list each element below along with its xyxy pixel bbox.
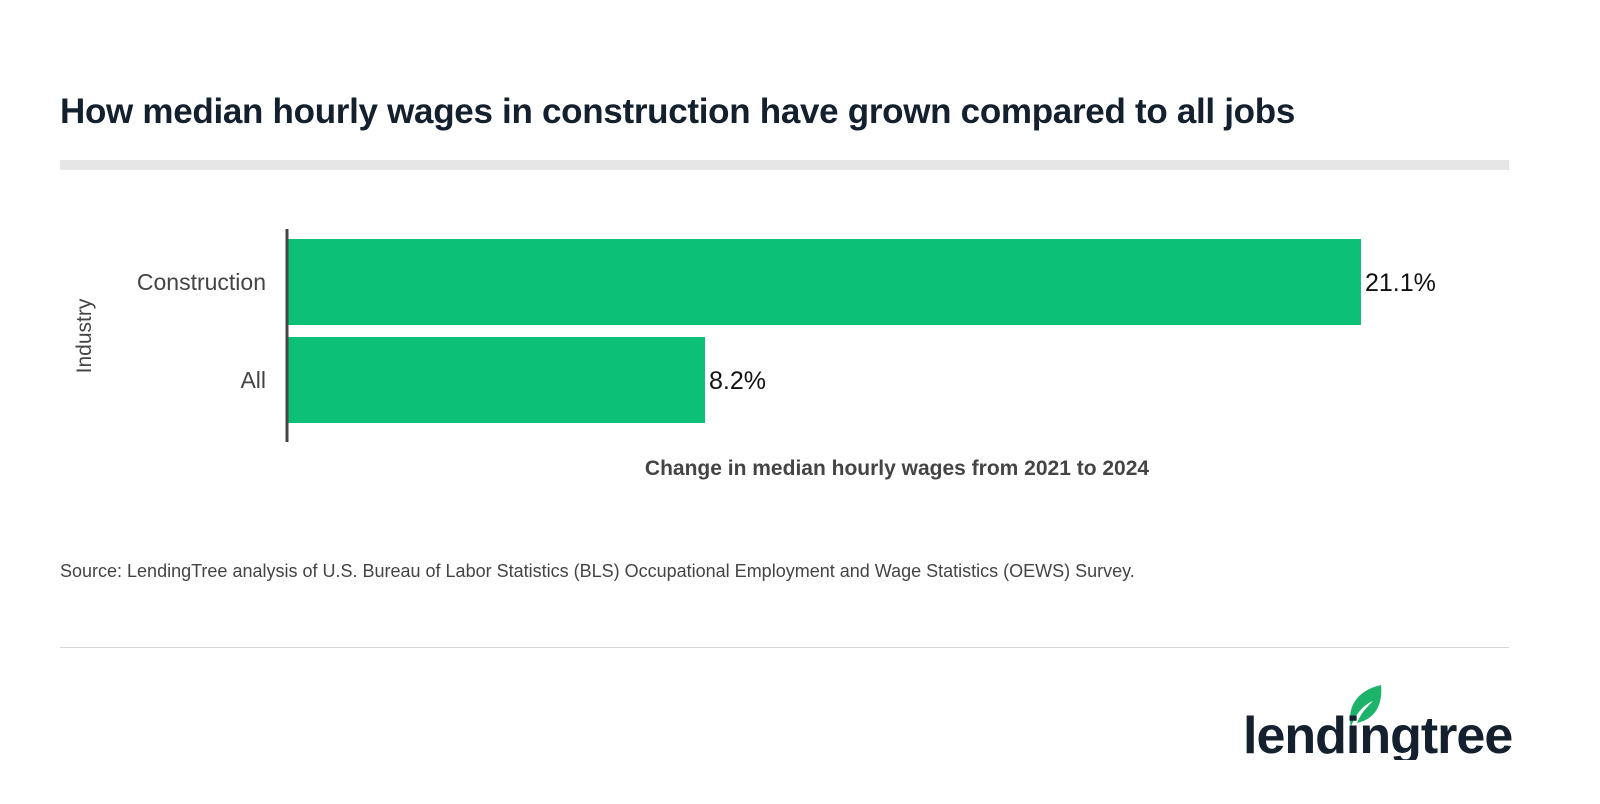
- lendingtree-logo: lendingtree: [1243, 675, 1513, 765]
- category-label: All: [240, 367, 266, 393]
- category-label: Construction: [137, 269, 266, 295]
- y-axis-label: Industry: [73, 298, 96, 373]
- title-divider: [60, 160, 1509, 170]
- footer-divider: [60, 647, 1509, 648]
- data-label: 21.1%: [1365, 269, 1436, 297]
- leaf-icon: [1350, 685, 1382, 727]
- bar-chart: Industry Change in median hourly wages f…: [73, 229, 1436, 480]
- logo-graphic: lendingtree: [1243, 685, 1513, 765]
- chart-title: How median hourly wages in construction …: [60, 92, 1296, 131]
- data-label: 8.2%: [709, 367, 766, 395]
- source-note: Source: LendingTree analysis of U.S. Bur…: [60, 561, 1135, 581]
- bar-construction: [288, 239, 1361, 325]
- bar-all: [288, 337, 705, 423]
- x-axis-label: Change in median hourly wages from 2021 …: [645, 457, 1149, 480]
- svg-text:lendingtree: lendingtree: [1243, 707, 1512, 760]
